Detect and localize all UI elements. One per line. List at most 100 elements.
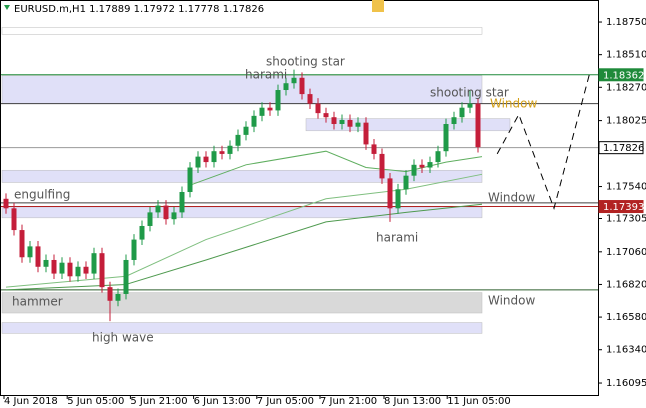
candle-body <box>467 103 473 108</box>
candle-body <box>275 90 281 111</box>
zone <box>1 27 483 35</box>
moving-average <box>5 173 483 288</box>
candle-body <box>299 77 305 95</box>
y-tick-label: 1.16580 <box>606 312 646 323</box>
annotation: Window <box>488 294 536 308</box>
candle-body <box>387 178 393 209</box>
annotation: Window <box>490 97 538 111</box>
x-tick-label: 11 Jun 05:00 <box>447 396 511 407</box>
candle-body <box>211 151 217 163</box>
annotation: shooting star <box>266 55 345 69</box>
candle-body <box>307 94 313 104</box>
candle-body <box>235 134 241 146</box>
candle-body <box>339 119 345 125</box>
y-tick-label: 1.16340 <box>606 345 646 356</box>
annotation: engulfing <box>14 188 70 202</box>
candle-body <box>35 246 41 267</box>
y-tick-label: 1.17305 <box>606 214 646 225</box>
y-tick-label: 1.16820 <box>606 279 646 290</box>
price-level-box <box>598 200 644 214</box>
candle-body <box>179 191 185 213</box>
candle-body <box>427 162 433 168</box>
candle-body <box>139 225 145 240</box>
candle-body <box>355 122 361 127</box>
annotation: hammer <box>12 295 63 309</box>
chart-title: EURUSD.m,H1 1.17889 1.17972 1.17778 1.17… <box>14 4 264 15</box>
candle-body <box>19 230 25 258</box>
candle-body <box>395 189 401 209</box>
candle-body <box>27 246 33 258</box>
moving-average <box>5 203 483 291</box>
plot-frame <box>0 0 599 396</box>
y-tick-label: 1.17540 <box>606 182 646 193</box>
zone <box>305 118 511 132</box>
candle-body <box>123 259 129 294</box>
x-tick-label: 6 Jun 13:00 <box>194 396 251 407</box>
candle-body <box>443 124 449 152</box>
candle-body <box>475 103 481 148</box>
candle-body <box>315 103 321 114</box>
candle-body <box>203 156 209 163</box>
annotation: harami <box>245 68 287 82</box>
price-level-label: 1.18362 <box>603 70 644 81</box>
annotation: harami <box>376 231 418 245</box>
candle-body <box>83 266 89 274</box>
zone <box>1 75 483 104</box>
candle-body <box>43 259 49 267</box>
candle-body <box>323 113 329 118</box>
candle-body <box>91 253 97 274</box>
moving-average <box>189 150 483 186</box>
annotation: shooting star <box>430 86 509 100</box>
price-level-label: 1.17826 <box>603 143 644 154</box>
symbol-arrow <box>4 5 10 10</box>
candle-body <box>51 259 57 274</box>
candle-body <box>459 107 465 118</box>
y-tick-label: 1.18270 <box>606 82 646 93</box>
price-level-box <box>598 68 644 82</box>
candle-body <box>219 151 225 154</box>
candle-body <box>243 126 249 135</box>
candle-body <box>371 144 377 154</box>
candle-body <box>283 83 289 91</box>
candle-body <box>195 156 201 168</box>
candle-body <box>419 164 425 168</box>
candle-body <box>155 205 161 213</box>
plot-area <box>0 27 598 334</box>
candle-body <box>347 119 353 127</box>
menu-icon[interactable] <box>372 0 384 12</box>
candle-body <box>99 253 105 288</box>
price-level-label: 1.17393 <box>603 202 644 213</box>
zone <box>1 322 483 334</box>
price-level-box <box>598 141 644 155</box>
candle-body <box>75 266 81 277</box>
x-tick-label: 5 Jun 05:00 <box>67 396 124 407</box>
y-tick-label: 1.17060 <box>606 247 646 258</box>
annotation: high wave <box>92 331 154 345</box>
candle-body <box>171 212 177 220</box>
candle-body <box>227 145 233 154</box>
annotation: Window <box>488 191 536 205</box>
candle-body <box>251 115 257 127</box>
candle-body <box>163 205 169 220</box>
candle-body <box>115 293 121 301</box>
x-tick-label: 4 Jun 2018 <box>4 396 58 407</box>
candle-body <box>147 212 153 226</box>
candle-body <box>411 164 417 176</box>
candle-body <box>67 262 73 277</box>
zone <box>1 169 483 183</box>
candle-body <box>107 287 113 301</box>
candle-body <box>363 122 369 145</box>
x-tick-label: 8 Jun 13:00 <box>384 396 441 407</box>
candle-body <box>259 107 265 116</box>
y-tick-label: 1.16095 <box>606 378 646 389</box>
candle-body <box>451 117 457 125</box>
candle-body <box>187 167 193 192</box>
zone <box>1 292 483 314</box>
candle-body <box>403 175 409 190</box>
y-tick-label: 1.18510 <box>606 50 646 61</box>
y-tick-label: 1.18025 <box>606 116 646 127</box>
candle-body <box>131 239 137 260</box>
x-tick-label: 7 Jun 21:00 <box>320 396 377 407</box>
